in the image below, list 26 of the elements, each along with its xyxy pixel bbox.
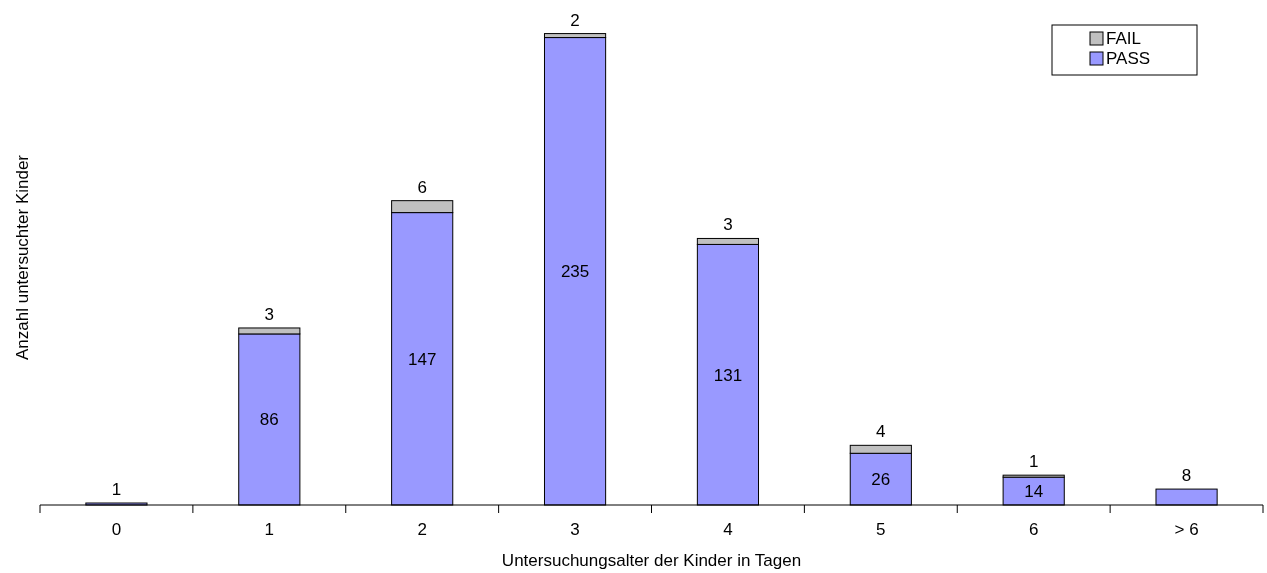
x-tick-label: > 6 (1174, 520, 1199, 539)
data-label: 2 (570, 10, 580, 30)
x-tick-label: 1 (264, 520, 275, 539)
data-label: 14 (1024, 482, 1044, 502)
data-label: 6 (417, 177, 427, 197)
y-axis-title: Anzahl untersuchter Kinder (13, 154, 32, 361)
data-label: 1 (111, 480, 122, 500)
data-label: 147 (408, 349, 437, 369)
data-label: 26 (871, 470, 891, 490)
x-tick-label: 6 (1028, 520, 1039, 539)
x-axis-title: Untersuchungsalter der Kinder in Tagen (501, 551, 802, 570)
data-label: 1 (1028, 452, 1039, 472)
x-tick-label: 0 (111, 520, 122, 539)
x-tick-label: 5 (876, 520, 886, 539)
x-tick-label: 3 (570, 520, 580, 539)
data-label: 4 (876, 422, 886, 442)
legend-label: FAIL (1106, 29, 1141, 48)
data-label: 86 (259, 410, 279, 430)
data-label: 3 (264, 304, 275, 324)
data-label: 131 (713, 365, 743, 385)
data-label: 8 (1181, 466, 1192, 486)
legend-label: PASS (1106, 49, 1151, 68)
data-label: 3 (723, 215, 733, 235)
x-tick-label: 2 (417, 520, 427, 539)
x-tick-label: 4 (723, 520, 733, 539)
data-label: 235 (560, 262, 590, 282)
